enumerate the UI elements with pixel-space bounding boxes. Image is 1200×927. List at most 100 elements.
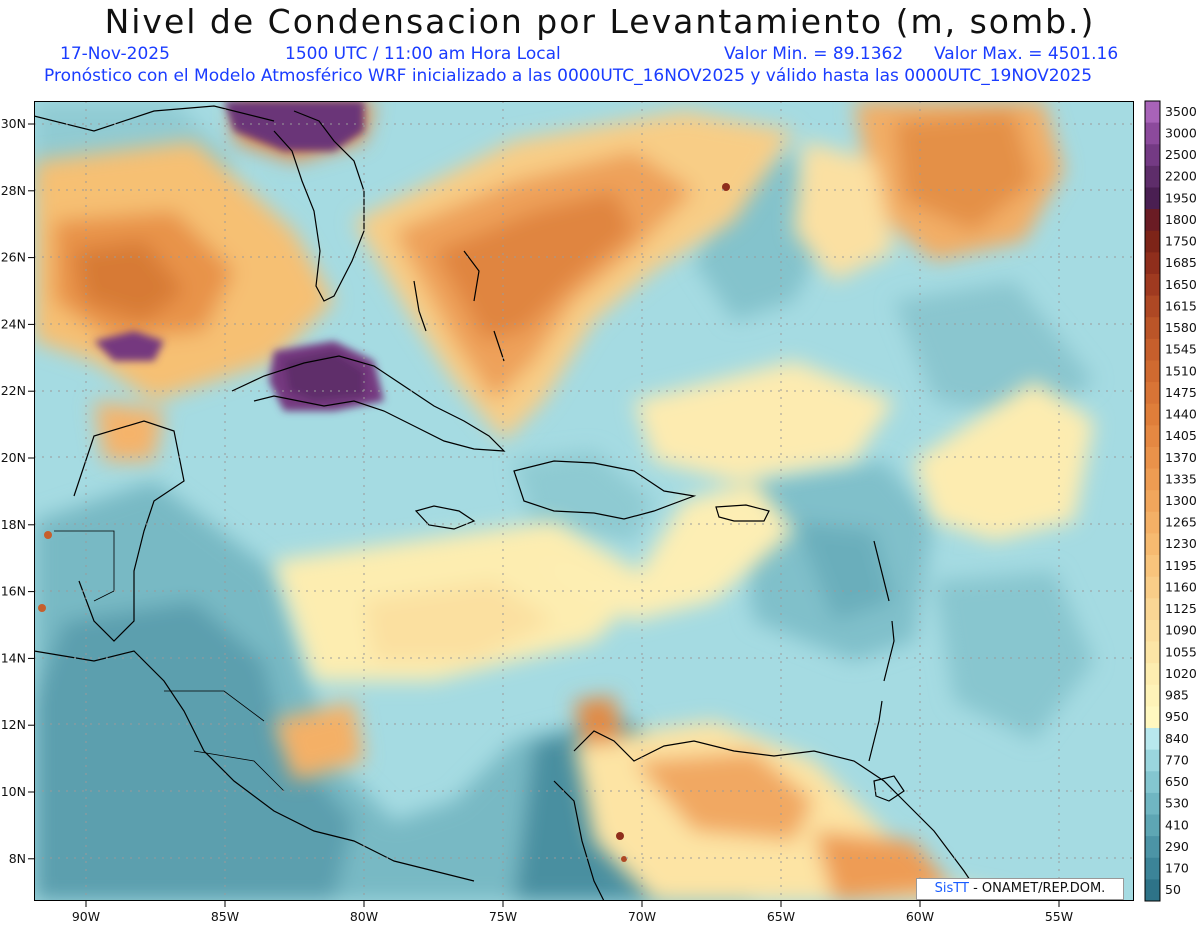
- colorbar-swatch: [1145, 317, 1160, 340]
- lcl-map: [34, 101, 1134, 901]
- colorbar-swatch: [1145, 511, 1160, 534]
- colorbar-swatch: [1145, 771, 1160, 794]
- colorbar-swatch: [1145, 209, 1160, 232]
- colorbar-swatch: [1145, 663, 1160, 686]
- colorbar-label: 2500: [1165, 147, 1197, 162]
- colorbar-swatch: [1145, 468, 1160, 491]
- lat-tick-label: 26N: [1, 250, 26, 265]
- gridlines: [34, 101, 1134, 901]
- lon-tick-label: 60W: [906, 909, 934, 924]
- model-info: Pronóstico con el Modelo Atmosférico WRF…: [44, 66, 1093, 86]
- colorbar-swatch: [1145, 576, 1160, 599]
- colorbar-swatch: [1145, 641, 1160, 664]
- latitude-axis: 30N 28N 26N 24N 22N 20N 18N 16N 14N 12N 10N 8N: [1, 116, 34, 866]
- map-title: Nivel de Condensacion por Levantamiento …: [104, 2, 1096, 41]
- colorbar-label: 1440: [1165, 407, 1197, 422]
- colorbar-swatch: [1145, 792, 1160, 816]
- colorbar-label: 1750: [1165, 234, 1197, 249]
- lon-tick-label: 90W: [72, 909, 100, 924]
- credit-box: SisTT - ONAMET/REP.DOM.: [916, 878, 1124, 900]
- colorbar-label: 1265: [1165, 515, 1197, 530]
- colorbar-label: 410: [1165, 817, 1189, 832]
- colorbar-label: 985: [1165, 688, 1189, 703]
- colorbar: 3500 3000 2500 2200 1950 1800 1750 1685 1650 1615…: [1144, 100, 1197, 902]
- colorbar-label: 1055: [1165, 644, 1197, 659]
- colorbar-label: 1195: [1165, 558, 1197, 573]
- colorbar-swatch: [1145, 446, 1160, 470]
- colorbar-swatch: [1145, 598, 1160, 621]
- colorbar-swatch: [1145, 555, 1160, 578]
- lon-tick-label: 65W: [767, 909, 795, 924]
- longitude-axis: 90W 85W 80W 75W 70W 65W 60W 55W: [72, 901, 1073, 924]
- colorbar-swatch: [1145, 684, 1160, 707]
- lat-tick-label: 14N: [1, 650, 26, 665]
- spot-high-lcl: [621, 856, 627, 862]
- lat-tick-label: 30N: [1, 116, 26, 131]
- colorbar-label: 1685: [1165, 255, 1197, 270]
- colorbar-swatch: [1145, 273, 1160, 297]
- lon-tick-label: 75W: [489, 909, 517, 924]
- colorbar-label: 1510: [1165, 363, 1197, 378]
- colorbar-swatch: [1145, 728, 1160, 751]
- colorbar-swatch: [1145, 749, 1160, 772]
- lat-tick-label: 10N: [1, 784, 26, 799]
- colorbar-label: 1125: [1165, 601, 1197, 616]
- colorbar-frame: [1144, 100, 1161, 902]
- coastlines: [34, 105, 985, 901]
- colorbar-label: 1335: [1165, 471, 1197, 486]
- colorbar-swatch: [1145, 619, 1160, 643]
- lon-tick-label: 85W: [211, 909, 239, 924]
- colorbar-swatch: [1145, 706, 1160, 729]
- colorbar-label: 170: [1165, 861, 1189, 876]
- colorbar-label: 290: [1165, 839, 1189, 854]
- colorbar-label: 1405: [1165, 428, 1197, 443]
- lat-tick-label: 24N: [1, 316, 26, 331]
- colorbar-label: 3000: [1165, 125, 1197, 140]
- lon-tick-label: 70W: [628, 909, 656, 924]
- colorbar-swatch: [1145, 295, 1160, 318]
- colorbar-label: 1300: [1165, 493, 1197, 508]
- colorbar-swatch: [1145, 144, 1160, 167]
- lcl-shaded-field: [34, 101, 1134, 901]
- colorbar-swatch: [1145, 360, 1160, 383]
- colorbar-label: 840: [1165, 731, 1189, 746]
- lon-tick-label: 55W: [1045, 909, 1073, 924]
- colorbar-label: 1370: [1165, 450, 1197, 465]
- spot-high-lcl: [722, 183, 730, 191]
- colorbar-label: 1545: [1165, 342, 1197, 357]
- colorbar-label: 1800: [1165, 212, 1197, 227]
- colorbar-label: 770: [1165, 752, 1189, 767]
- colorbar-label: 650: [1165, 774, 1189, 789]
- colorbar-swatch: [1145, 187, 1160, 210]
- colorbar-swatch: [1145, 425, 1160, 448]
- colorbar-swatch: [1145, 857, 1160, 880]
- colorbar-label: 1580: [1165, 320, 1197, 335]
- colorbar-label: 1650: [1165, 277, 1197, 292]
- colorbar-swatch: [1145, 879, 1160, 902]
- colorbar-label: 1230: [1165, 536, 1197, 551]
- forecast-date: 17-Nov-2025: [60, 44, 170, 64]
- colorbar-swatch: [1145, 338, 1160, 361]
- map-frame: [34, 101, 1134, 901]
- colorbar-swatch: [1145, 836, 1160, 859]
- lon-tick-label: 80W: [350, 909, 378, 924]
- colorbar-swatch: [1145, 101, 1160, 124]
- colorbar-swatch: [1145, 165, 1160, 188]
- credit-sis: SisTT: [934, 881, 969, 896]
- colorbar-swatch: [1145, 490, 1160, 513]
- forecast-time: 1500 UTC / 11:00 am Hora Local: [285, 44, 561, 64]
- lat-tick-label: 20N: [1, 450, 26, 465]
- lat-tick-label: 18N: [1, 517, 26, 532]
- colorbar-label: 950: [1165, 709, 1189, 724]
- warm-regions: [34, 101, 1094, 901]
- colorbar-label: 50: [1165, 882, 1181, 897]
- colorbar-swatch: [1145, 382, 1160, 405]
- spot-high-lcl: [38, 604, 46, 612]
- colorbar-swatch: [1145, 533, 1160, 556]
- max-value: Valor Max. = 4501.16: [934, 44, 1119, 64]
- colorbar-label: 530: [1165, 796, 1189, 811]
- colorbar-swatch: [1145, 252, 1160, 275]
- credit-org: - ONAMET/REP.DOM.: [968, 881, 1106, 896]
- lat-tick-label: 12N: [1, 717, 26, 732]
